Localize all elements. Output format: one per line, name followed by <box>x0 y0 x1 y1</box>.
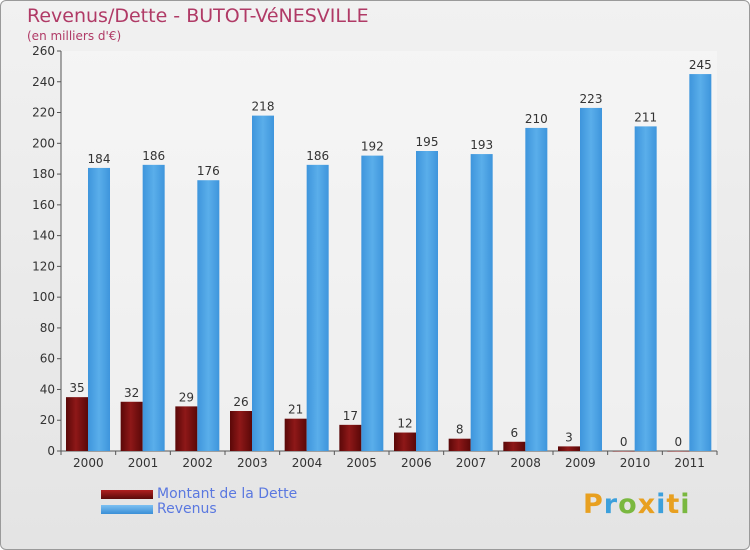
y-tick-label: 20 <box>40 413 55 427</box>
bar-dette <box>558 446 580 451</box>
proxiti-logo: Proxiti <box>583 489 691 520</box>
bar-revenus <box>580 107 602 451</box>
data-label: 21 <box>288 403 303 417</box>
y-tick-label: 220 <box>32 106 55 120</box>
data-label: 3 <box>565 430 573 444</box>
y-tick-label: 160 <box>32 198 55 212</box>
bar-dette <box>667 451 690 452</box>
x-tick-label: 2003 <box>237 456 268 470</box>
x-tick-label: 2006 <box>401 456 432 470</box>
y-tick-label: 40 <box>40 382 55 396</box>
y-tick-label: 260 <box>32 44 55 58</box>
legend-label-revenus: Revenus <box>157 501 217 517</box>
x-tick-label: 2011 <box>674 456 705 470</box>
y-tick-label: 200 <box>32 136 55 150</box>
logo-letter: t <box>666 489 681 520</box>
y-tick-label: 100 <box>32 290 55 304</box>
x-tick-label: 2008 <box>510 456 541 470</box>
logo-letter: i <box>680 489 691 520</box>
x-tick-label: 2004 <box>292 456 323 470</box>
data-label: 192 <box>361 140 384 154</box>
data-label: 210 <box>525 112 548 126</box>
y-tick-label: 180 <box>32 167 55 181</box>
data-label: 0 <box>620 435 628 449</box>
bar-dette <box>175 406 198 451</box>
data-label: 0 <box>675 435 683 449</box>
y-tick-label: 140 <box>32 229 55 243</box>
bar-revenus <box>525 127 548 451</box>
chart-subtitle: (en milliers d'€) <box>27 29 122 43</box>
bar-revenus <box>252 115 274 451</box>
bar-revenus <box>416 151 438 451</box>
data-label: 6 <box>511 426 519 440</box>
legend-swatch-dette <box>101 490 153 499</box>
legend-label-dette: Montant de la Dette <box>157 486 298 502</box>
y-tick-label: 80 <box>40 321 55 335</box>
bar-revenus <box>197 180 220 451</box>
y-tick-label: 0 <box>47 444 55 458</box>
data-label: 184 <box>88 152 111 166</box>
y-tick-label: 60 <box>40 352 55 366</box>
chart-title: Revenus/Dette - BUTOT-VéNESVILLE <box>27 5 369 27</box>
data-label: 223 <box>580 92 603 106</box>
logo-letter: o <box>618 489 638 520</box>
bar-dette <box>448 438 471 451</box>
data-label: 211 <box>634 110 657 124</box>
data-label: 218 <box>252 100 275 114</box>
bar-dette <box>503 441 526 451</box>
data-label: 195 <box>416 135 439 149</box>
x-tick-label: 2002 <box>182 456 213 470</box>
data-label: 245 <box>689 58 712 72</box>
data-label: 12 <box>397 417 412 431</box>
bar-revenus <box>689 74 712 452</box>
bar-revenus <box>361 155 384 451</box>
bar-revenus <box>306 164 329 451</box>
bar-dette <box>612 451 635 452</box>
data-label: 186 <box>142 149 165 163</box>
bar-dette <box>230 411 252 451</box>
bar-revenus <box>142 164 165 451</box>
data-label: 26 <box>233 395 248 409</box>
x-tick-label: 2001 <box>128 456 159 470</box>
x-tick-label: 2009 <box>565 456 596 470</box>
logo-letter: P <box>583 489 604 520</box>
data-label: 176 <box>197 164 220 178</box>
y-tick-label: 240 <box>32 75 55 89</box>
bar-revenus <box>470 154 493 452</box>
bar-dette <box>284 418 307 451</box>
logo-letter: r <box>603 489 619 520</box>
bar-dette <box>66 397 88 451</box>
logo-letter: x <box>637 489 657 520</box>
x-tick-label: 2010 <box>620 456 651 470</box>
data-label: 29 <box>179 390 194 404</box>
bar-dette <box>394 432 416 451</box>
data-label: 193 <box>470 138 493 152</box>
y-tick-label: 120 <box>32 259 55 273</box>
bar-revenus <box>88 167 110 451</box>
bar-revenus <box>634 126 657 451</box>
data-label: 186 <box>306 149 329 163</box>
logo-letter: i <box>656 489 667 520</box>
data-label: 8 <box>456 423 464 437</box>
bar-dette <box>120 401 143 451</box>
data-label: 35 <box>69 381 84 395</box>
x-tick-label: 2000 <box>73 456 104 470</box>
data-label: 32 <box>124 386 139 400</box>
legend-swatch-revenus <box>101 505 153 514</box>
data-label: 17 <box>343 409 358 423</box>
x-tick-label: 2007 <box>456 456 487 470</box>
plot-area <box>61 51 717 451</box>
bar-dette <box>339 424 362 451</box>
x-tick-label: 2005 <box>346 456 377 470</box>
